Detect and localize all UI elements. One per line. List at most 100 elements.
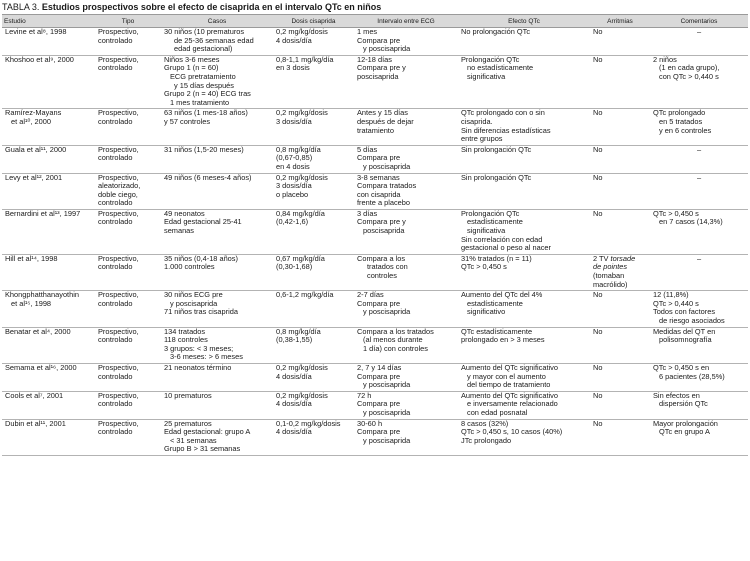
cell-line: No — [593, 327, 603, 336]
cell-line: No prolongación QTc — [461, 27, 531, 36]
cell-line: Khongphatthanayothin — [5, 290, 79, 300]
cell-line: Prospectivo, — [98, 173, 139, 182]
cell-line: Khoshoo et al⁹, 2000 — [5, 55, 74, 64]
cell-line: significativa — [467, 226, 506, 236]
cell-intervalo: Compara a los tratados (al menos durante 1… — [354, 327, 458, 364]
cell-line: Prolongación QTc — [461, 209, 520, 218]
cell-estudio: Cools et al⁷, 2001 — [2, 391, 95, 420]
cell-line: Edad gestacional 25-41 — [164, 217, 242, 227]
cell-line: Todos con factores — [653, 307, 716, 317]
cell-dosis: 0,2 mg/kg/dosis 4 dosis/día — [273, 363, 354, 392]
cell-line: Sin prolongación QTc — [461, 173, 532, 182]
cell-line: controlado — [98, 335, 133, 345]
cell-line: entre grupos — [461, 134, 503, 144]
cell-line: cisaprida. — [461, 116, 493, 126]
cell-comentarios: QTc > 0,450 s en 7 casos (14,3%) — [650, 209, 748, 255]
cell-intervalo: 3 días Compara pre y poscisaprida — [354, 209, 458, 255]
cell-line: QTc estadísticamente — [461, 327, 533, 336]
cell-line: 21 neonatos término — [164, 363, 232, 372]
cell-line: de pointes — [593, 262, 628, 272]
cell-line: Prospectivo, — [98, 55, 139, 64]
cell-line: Prospectivo, — [98, 108, 139, 118]
cell-comentarios: Mayor prolongación QTc en grupo A — [650, 419, 748, 456]
cell-line: 30-60 h — [357, 419, 383, 428]
cell-line: QTc prolongado — [653, 108, 706, 118]
cell-line: Hill et al¹⁴, 1998 — [5, 254, 58, 263]
cell-line: controlado — [98, 399, 133, 409]
document-page: TABLA 3. Estudios prospectivos sobre el … — [2, 2, 748, 456]
cell-casos: 63 niños (1 mes-18 años) y 57 controles — [161, 108, 273, 146]
cell-line: macrólido) — [593, 279, 628, 289]
cell-casos: 10 prematuros — [161, 391, 273, 420]
cell-line: 1.000 controles — [164, 262, 215, 272]
cell-tipo: Prospectivo, controlado — [95, 55, 161, 110]
cell-line: Compara pre — [357, 298, 401, 308]
cell-line: con QTc > 0,440 s — [659, 71, 719, 81]
cell-line: controlado — [98, 198, 133, 208]
cell-line: controlado — [98, 35, 133, 45]
cell-line: edad gestacional) — [174, 44, 233, 54]
cell-line: 2 TV torsade — [593, 254, 636, 263]
cell-line: No — [593, 209, 603, 218]
cell-tipo: Prospectivo, controlado — [95, 290, 161, 328]
header-tipo: Tipo — [95, 14, 161, 28]
cell-line: Prospectivo, — [98, 327, 139, 336]
cell-line: 0,2 mg/kg/dosis — [276, 363, 328, 372]
cell-line: en 5 tratados — [659, 116, 703, 126]
cell-line: Compara a los — [357, 254, 406, 263]
cell-arritmias: No — [590, 363, 650, 392]
cell-line: 3 días — [357, 209, 378, 218]
cell-line: 4 dosis/día — [276, 399, 312, 409]
cell-line: No — [593, 145, 603, 154]
cell-comentarios: – — [650, 173, 748, 210]
cell-casos: 30 niños (10 prematuros de 25-36 semanas … — [161, 27, 273, 56]
cell-tipo: Prospectivo, controlado — [95, 327, 161, 364]
cell-line: (0,67-0,85) — [276, 153, 313, 163]
cell-estudio: Guala et al¹¹, 2000 — [2, 145, 95, 174]
cell-line: Guala et al¹¹, 2000 — [5, 145, 67, 154]
cell-dosis: 0,2 mg/kg/dosis 3 dosis/día — [273, 108, 354, 146]
cell-line: Compara pre — [357, 371, 401, 381]
cell-line: 4 dosis/día — [276, 371, 312, 381]
cell-line: Prospectivo, — [98, 27, 139, 36]
cell-line: Compara pre y — [357, 63, 406, 73]
cell-line: tratamiento — [357, 125, 394, 135]
cell-line: poscisaprida — [363, 226, 405, 236]
cell-line: Benatar et al⁴, 2000 — [5, 327, 71, 336]
cell-line: doble ciego, — [98, 189, 138, 199]
cell-dosis: 0,2 mg/kg/dosis 3 dosis/día o placebo — [273, 173, 354, 210]
cell-intervalo: Antes y 15 días después de dejar tratamien… — [354, 108, 458, 146]
cell-dosis: 0,8 mg/kg/día (0,38-1,55) — [273, 327, 354, 364]
cell-line: en 7 casos (14,3%) — [659, 217, 723, 227]
cell-tipo: Prospectivo, controlado — [95, 419, 161, 456]
cell-estudio: Levy et al¹², 2001 — [2, 173, 95, 210]
cell-line: 2-7 días — [357, 290, 384, 300]
cell-line: Prolongación QTc — [461, 55, 520, 64]
cell-line: 0,67 mg/kg/día — [276, 254, 325, 263]
cell-line: y 57 controles — [164, 116, 211, 126]
cell-line: – — [696, 27, 702, 36]
cell-line: 3 dosis/día — [276, 116, 312, 126]
cell-line: (0,38-1,55) — [276, 335, 313, 345]
cell-line: 4 dosis/día — [276, 35, 312, 45]
cell-tipo: Prospectivo, controlado — [95, 108, 161, 146]
cell-tipo: Prospectivo, aleatorizado, doble ciego, con… — [95, 173, 161, 210]
cell-line: 1 día) con controles — [363, 343, 428, 353]
cell-line: Prospectivo, — [98, 209, 139, 218]
table-row: Levy et al¹², 2001 Prospectivo, aleatoriza… — [2, 173, 748, 210]
cell-efecto: Sin prolongación QTc — [458, 145, 590, 174]
cell-line: 6 pacientes (28,5%) — [659, 371, 725, 381]
cell-line: 118 controles — [164, 335, 208, 345]
cell-efecto: Prolongación QTc no estadísticamente signi… — [458, 55, 590, 110]
cell-comentarios: 12 (11,8%) QTc > 0,440 s Todos con factore… — [650, 290, 748, 328]
cell-arritmias: 2 TV torsade de pointes (tomaban macrólido) — [590, 254, 650, 292]
cell-line: No — [593, 363, 603, 372]
cell-casos: 30 niños ECG pre y poscisaprida 71 niños t… — [161, 290, 273, 328]
cell-dosis: 0,67 mg/kg/día (0,30-1,68) — [273, 254, 354, 292]
cell-line: y poscisaprida — [363, 380, 411, 390]
cell-line: Compara pre y — [357, 217, 406, 227]
cell-casos: Niños 3-6 meses Grupo 1 (n = 60) ECG pretr… — [161, 55, 273, 110]
cell-line: Sin correlación con edad — [461, 234, 543, 244]
cell-line: 3 dosis/día — [276, 181, 312, 191]
cell-intervalo: 5 días Compara pre y poscisaprida — [354, 145, 458, 174]
